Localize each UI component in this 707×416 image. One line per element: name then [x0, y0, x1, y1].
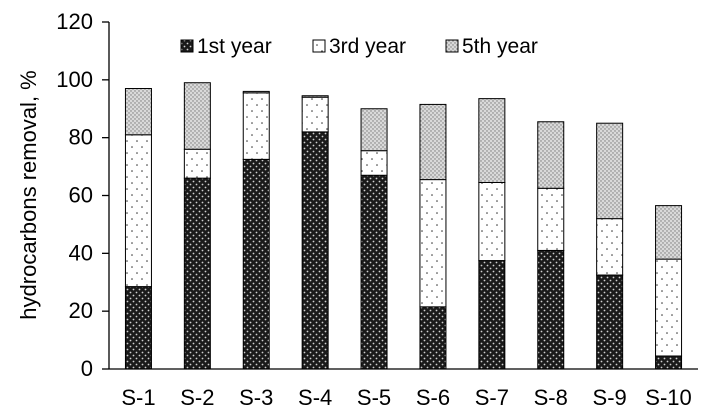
- y-tick-label: 60: [69, 183, 93, 208]
- x-tick-label: S-9: [593, 385, 627, 410]
- bar-segment-5th-year-s-6: [419, 103, 447, 181]
- bar-segment-5th-year-s-3: [242, 90, 270, 94]
- bar-segment-3rd-year-s-4: [301, 96, 329, 133]
- bar-segment-3rd-year-s-6: [419, 179, 447, 308]
- bar-segment-1st-year-s-6: [419, 306, 447, 370]
- bar-segment-1st-year-s-3: [242, 158, 270, 370]
- y-tick-label: 120: [56, 9, 93, 34]
- bar-segment-3rd-year-s-2: [183, 148, 211, 179]
- x-tick-label: S-7: [475, 385, 509, 410]
- y-tick-label: 20: [69, 298, 93, 323]
- y-axis-ticks: 0 20 40 60 80 100 120: [56, 9, 109, 381]
- bar-segment-5th-year-s-10: [655, 205, 683, 260]
- y-tick-label: 40: [69, 240, 93, 265]
- bar-segment-1st-year-s-7: [478, 260, 506, 370]
- x-tick-label: S-6: [416, 385, 450, 410]
- y-axis-title: hydrocarbons removal, %: [16, 70, 41, 319]
- legend: 1st year 3rd year 5th year: [180, 35, 538, 58]
- legend-label: 3rd year: [329, 35, 406, 58]
- x-tick-label: S-2: [180, 385, 214, 410]
- bar-segment-1st-year-s-9: [596, 274, 624, 370]
- bar-segment-5th-year-s-4: [301, 95, 329, 98]
- bar-segment-5th-year-s-7: [478, 98, 506, 183]
- x-tick-label: S-4: [298, 385, 332, 410]
- bar-segment-1st-year-s-4: [301, 131, 329, 370]
- bars-group: [124, 82, 683, 370]
- x-tick-label: S-1: [121, 385, 155, 410]
- legend-swatch-5th-year: [445, 39, 459, 53]
- bar-segment-3rd-year-s-1: [124, 134, 152, 288]
- bar-segment-3rd-year-s-7: [478, 181, 506, 262]
- bar-segment-5th-year-s-8: [537, 121, 565, 189]
- bar-segment-1st-year-s-2: [183, 177, 211, 370]
- y-tick-label: 80: [69, 125, 93, 150]
- x-tick-label: S-3: [239, 385, 273, 410]
- legend-swatch-1st-year: [180, 39, 194, 53]
- bar-segment-1st-year-s-1: [124, 286, 152, 370]
- bar-segment-5th-year-s-9: [596, 122, 624, 220]
- legend-swatch-3rd-year: [312, 39, 326, 53]
- bar-segment-3rd-year-s-9: [596, 218, 624, 276]
- x-tick-label: S-10: [645, 385, 691, 410]
- legend-label: 1st year: [197, 35, 272, 58]
- x-tick-label: S-8: [534, 385, 568, 410]
- y-tick-label: 0: [81, 356, 93, 381]
- x-tick-label: S-5: [357, 385, 391, 410]
- bar-segment-3rd-year-s-3: [242, 92, 270, 160]
- bar-segment-5th-year-s-5: [360, 108, 388, 152]
- bar-segment-3rd-year-s-10: [655, 258, 683, 357]
- bar-segment-1st-year-s-10: [655, 355, 683, 370]
- y-tick-label: 100: [56, 67, 93, 92]
- bar-segment-3rd-year-s-5: [360, 150, 388, 176]
- x-axis-labels: S-1 S-2 S-3 S-4 S-5 S-6 S-7 S-8 S-9 S-10: [121, 385, 691, 410]
- legend-label: 5th year: [462, 35, 538, 58]
- bar-segment-1st-year-s-5: [360, 174, 388, 370]
- bar-segment-5th-year-s-2: [183, 82, 211, 150]
- bar-segment-3rd-year-s-8: [537, 187, 565, 251]
- bar-segment-1st-year-s-8: [537, 249, 565, 370]
- bar-segment-5th-year-s-1: [124, 88, 152, 136]
